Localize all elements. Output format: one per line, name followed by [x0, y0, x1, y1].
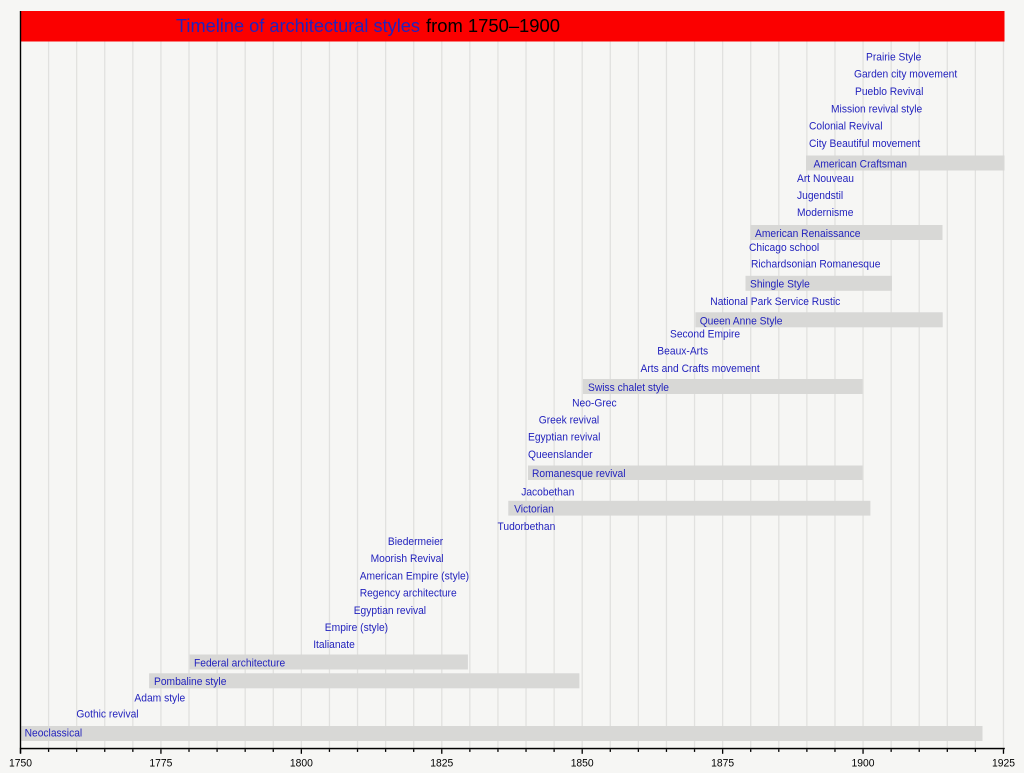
svg-text:Neoclassical: Neoclassical — [25, 727, 83, 739]
svg-text:1775: 1775 — [149, 758, 172, 769]
svg-text:1875: 1875 — [711, 758, 734, 769]
svg-text:Egyptian revival: Egyptian revival — [528, 432, 600, 444]
svg-text:Mission revival style: Mission revival style — [831, 103, 922, 115]
svg-text:Queen Anne Style: Queen Anne Style — [700, 315, 783, 327]
svg-text:Tudorbethan: Tudorbethan — [498, 521, 556, 533]
svg-text:Chicago school: Chicago school — [749, 242, 819, 254]
svg-text:Empire (style): Empire (style) — [325, 622, 388, 634]
svg-text:Second Empire: Second Empire — [670, 328, 740, 340]
svg-text:City Beautiful movement: City Beautiful movement — [809, 138, 920, 150]
svg-text:American Craftsman: American Craftsman — [814, 158, 908, 170]
svg-text:Queenslander: Queenslander — [528, 449, 593, 461]
svg-text:Shingle Style: Shingle Style — [750, 278, 810, 290]
svg-text:Italianate: Italianate — [313, 639, 355, 651]
svg-text:Arts and Crafts movement: Arts and Crafts movement — [641, 363, 760, 375]
svg-text:1750: 1750 — [9, 758, 32, 769]
svg-text:National Park Service Rustic: National Park Service Rustic — [710, 296, 840, 308]
svg-text:Federal architecture: Federal architecture — [194, 657, 285, 669]
svg-text:Swiss chalet style: Swiss chalet style — [588, 382, 669, 394]
svg-text:Beaux-Arts: Beaux-Arts — [657, 345, 708, 357]
svg-text:Modernisme: Modernisme — [797, 207, 853, 219]
svg-text:1850: 1850 — [571, 758, 594, 769]
svg-text:Richardsonian Romanesque: Richardsonian Romanesque — [751, 258, 880, 270]
svg-text:1900: 1900 — [852, 758, 875, 769]
svg-text:Neo-Grec: Neo-Grec — [572, 397, 617, 409]
svg-text:Timeline of architectural styl: Timeline of architectural styles — [176, 15, 420, 36]
svg-text:Art Nouveau: Art Nouveau — [797, 173, 854, 185]
svg-text:Regency architecture: Regency architecture — [360, 587, 457, 599]
svg-text:Romanesque revival: Romanesque revival — [532, 468, 626, 480]
svg-text:Greek revival: Greek revival — [539, 415, 599, 427]
svg-text:from 1750–1900: from 1750–1900 — [426, 15, 560, 36]
svg-text:Pombaline style: Pombaline style — [154, 676, 226, 688]
svg-text:Pueblo Revival: Pueblo Revival — [855, 86, 923, 98]
svg-text:Victorian: Victorian — [514, 504, 554, 516]
svg-text:Jacobethan: Jacobethan — [521, 486, 574, 498]
svg-text:1800: 1800 — [290, 758, 313, 769]
svg-text:Colonial Revival: Colonial Revival — [809, 121, 883, 133]
svg-text:1925: 1925 — [992, 758, 1015, 769]
svg-text:Gothic revival: Gothic revival — [76, 709, 138, 721]
svg-text:American Renaissance: American Renaissance — [755, 228, 861, 240]
svg-text:Egyptian revival: Egyptian revival — [354, 605, 426, 617]
svg-text:Adam style: Adam style — [134, 692, 185, 704]
svg-text:Moorish Revival: Moorish Revival — [371, 553, 444, 565]
svg-text:1825: 1825 — [430, 758, 453, 769]
svg-text:American Empire (style): American Empire (style) — [360, 571, 469, 583]
svg-text:Jugendstil: Jugendstil — [797, 190, 843, 202]
svg-text:Prairie Style: Prairie Style — [866, 51, 921, 63]
svg-text:Biedermeier: Biedermeier — [388, 536, 444, 548]
svg-text:Garden city movement: Garden city movement — [854, 69, 957, 81]
